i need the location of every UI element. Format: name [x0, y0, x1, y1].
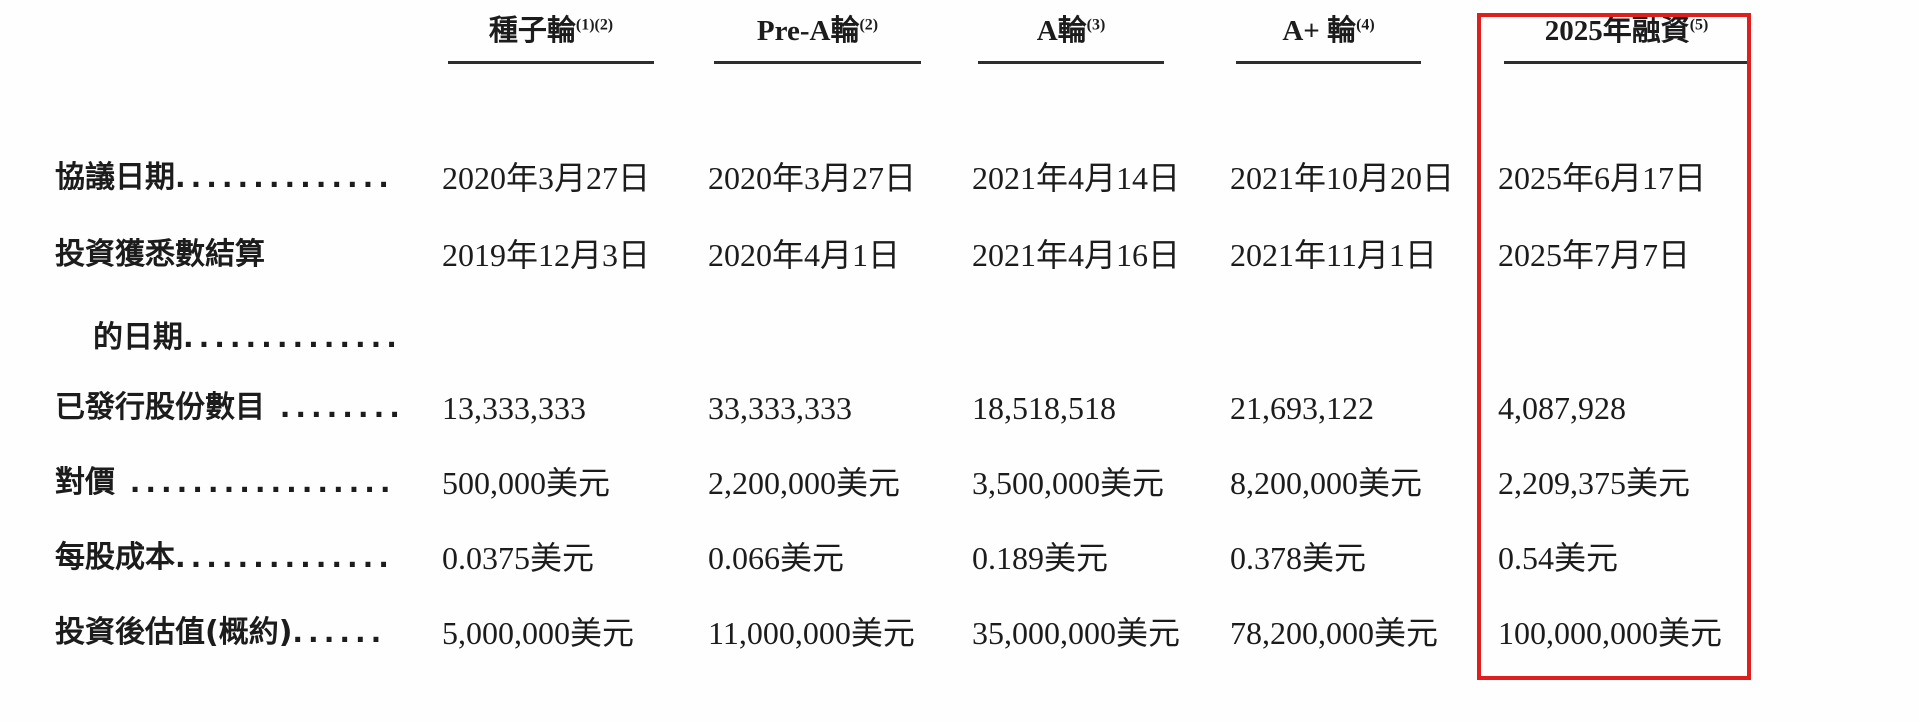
- table-cell: 0.54美元: [1498, 540, 1619, 576]
- table-cell: 0.189美元: [972, 540, 1109, 576]
- table-row-cost-per-share: 每股成本.............. 0.0375美元 0.066美元 0.18…: [55, 538, 1763, 578]
- table-header-row: 種子輪(1)(2) Pre-A輪(2) A輪(3) A+ 輪(4) 2025年融…: [55, 14, 1763, 64]
- table-cell: 2020年3月27日: [708, 160, 917, 196]
- table-cell: 78,200,000美元: [1230, 615, 1439, 651]
- dot-leader: ..............: [175, 541, 394, 574]
- row-label: 投資後估值(概約)......: [55, 615, 387, 650]
- table-cell: 21,693,122: [1230, 390, 1374, 426]
- table-cell: 4,087,928: [1498, 390, 1626, 426]
- dot-leader: ..............: [183, 321, 402, 354]
- table-cell: 2021年4月14日: [972, 160, 1181, 196]
- table-cell: 2021年11月1日: [1230, 237, 1437, 273]
- column-header-a-round: A輪(3): [972, 14, 1230, 64]
- dot-leader: .................: [115, 466, 396, 499]
- table-cell: 8,200,000美元: [1230, 465, 1423, 501]
- row-label: 已發行股份數目 ........: [55, 390, 405, 425]
- table-cell: 100,000,000美元: [1498, 615, 1723, 651]
- footnote-marker: (2): [859, 16, 879, 34]
- footnote-marker: (4): [1356, 16, 1375, 34]
- table-row-shares-issued: 已發行股份數目 ........ 13,333,333 33,333,333 1…: [55, 388, 1763, 428]
- table-row-post-investment-valuation: 投資後估值(概約)...... 5,000,000美元 11,000,000美元…: [55, 613, 1763, 653]
- footnote-marker: (3): [1086, 16, 1106, 34]
- row-label: 對價 .................: [55, 465, 396, 500]
- header-spacer: [55, 14, 442, 64]
- column-header-2025-financing: 2025年融資(5): [1498, 14, 1763, 64]
- table-cell: 11,000,000美元: [708, 615, 915, 651]
- column-header-label: 種子輪: [488, 15, 576, 47]
- column-header-label: Pre-A輪: [756, 15, 860, 47]
- table-cell: 33,333,333: [708, 390, 852, 426]
- dot-leader: ........: [265, 391, 405, 424]
- column-header-a-plus-round: A+ 輪(4): [1230, 14, 1498, 64]
- table-cell: 0.066美元: [708, 540, 845, 576]
- row-label: 協議日期..............: [55, 160, 394, 195]
- table-cell: 2025年7月7日: [1498, 237, 1691, 273]
- dot-leader: ......: [292, 616, 387, 649]
- column-header-seed-round: 種子輪(1)(2): [442, 14, 708, 64]
- column-header-label: 2025年融資: [1544, 15, 1690, 47]
- table-cell: 2,209,375美元: [1498, 465, 1691, 501]
- footnote-marker: (5): [1689, 16, 1709, 34]
- table-cell: 18,518,518: [972, 390, 1116, 426]
- table-cell: 500,000美元: [442, 465, 611, 501]
- table-cell: 5,000,000美元: [442, 615, 635, 651]
- table-cell: 35,000,000美元: [972, 615, 1181, 651]
- table-row-settlement-date: 投資獲悉數結算 2019年12月3日 2020年4月1日 2021年4月16日 …: [55, 235, 1763, 275]
- table-cell: 2020年4月1日: [708, 237, 901, 273]
- highlight-box-2025-financing: [1477, 13, 1751, 680]
- table-cell: 2025年6月17日: [1498, 160, 1707, 196]
- table-cell: 2021年10月20日: [1230, 160, 1455, 196]
- column-header-label: A輪: [1036, 15, 1087, 47]
- table-cell: 2,200,000美元: [708, 465, 901, 501]
- table-cell: 2021年4月16日: [972, 237, 1181, 273]
- row-label: 每股成本..............: [55, 540, 394, 575]
- table-row-settlement-date-continued: 的日期..............: [55, 318, 442, 358]
- row-label: 投資獲悉數結算: [55, 237, 265, 272]
- table-cell: 13,333,333: [442, 390, 586, 426]
- column-header-label: A+ 輪: [1282, 15, 1357, 47]
- table-row-consideration: 對價 ................. 500,000美元 2,200,000…: [55, 463, 1763, 503]
- table-row-agreement-date: 協議日期.............. 2020年3月27日 2020年3月27日…: [55, 158, 1763, 198]
- column-header-pre-a-round: Pre-A輪(2): [708, 14, 972, 64]
- table-cell: 0.378美元: [1230, 540, 1367, 576]
- row-label: 的日期..............: [93, 320, 402, 355]
- table-cell: 3,500,000美元: [972, 465, 1165, 501]
- table-cell: 2020年3月27日: [442, 160, 651, 196]
- table-cell: 0.0375美元: [442, 540, 595, 576]
- dot-leader: ..............: [175, 161, 394, 194]
- table-cell: 2019年12月3日: [442, 237, 651, 273]
- footnote-marker: (1)(2): [575, 16, 614, 34]
